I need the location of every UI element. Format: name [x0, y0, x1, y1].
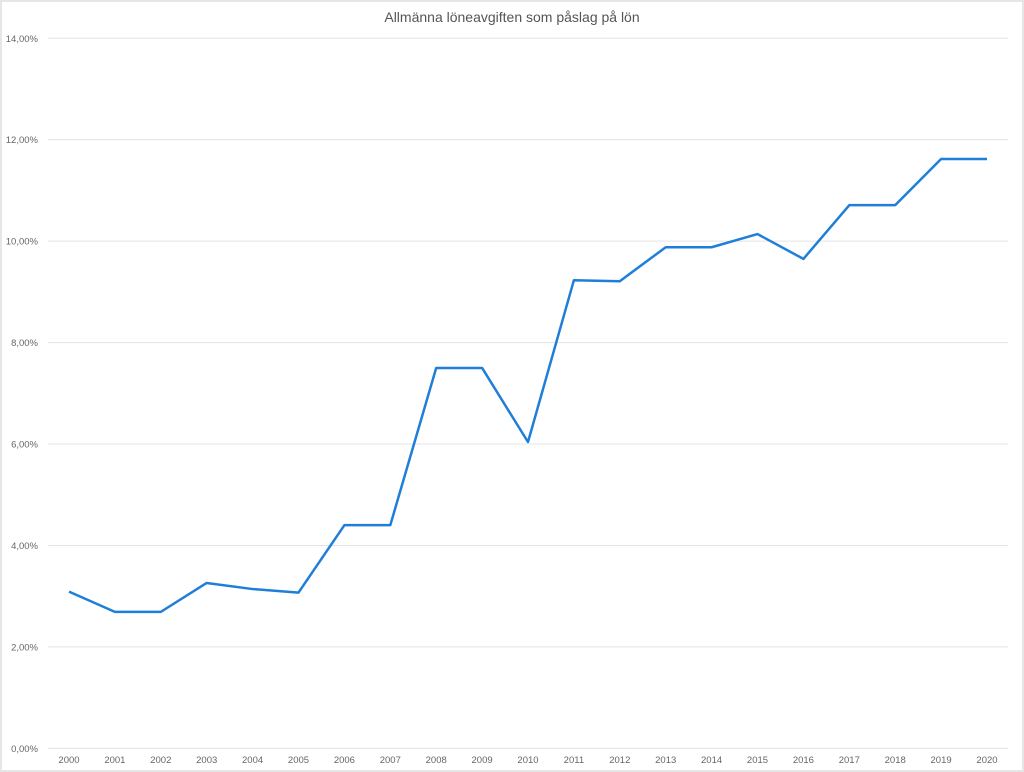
y-tick-label: 8,00%	[11, 338, 38, 349]
x-tick-label: 2017	[839, 755, 860, 766]
y-tick-label: 12,00%	[6, 135, 39, 146]
chart-title: Allmänna löneavgiften som påslag på lön	[384, 9, 639, 25]
y-tick-label: 10,00%	[6, 237, 39, 248]
y-tick-label: 6,00%	[11, 440, 38, 451]
y-tick-label: 14,00%	[6, 34, 39, 45]
x-tick-label: 2014	[701, 755, 722, 766]
series-line	[68, 157, 987, 614]
x-tick-label: 2005	[288, 755, 309, 766]
x-tick-label: 2008	[426, 755, 447, 766]
x-tick-label: 2013	[655, 755, 676, 766]
x-tick-label: 2018	[885, 755, 906, 766]
x-tick-label: 2012	[609, 755, 630, 766]
x-tick-label: 2011	[564, 755, 584, 766]
x-tick-label: 2002	[150, 755, 171, 766]
x-tick-label: 2000	[58, 755, 79, 766]
x-tick-label: 2001	[104, 755, 125, 766]
x-tick-label: 2007	[380, 755, 401, 766]
x-tick-label: 2009	[472, 755, 493, 766]
x-tick-label: 2003	[196, 755, 217, 766]
x-tick-label: 2006	[334, 755, 355, 766]
x-tick-label: 2010	[517, 755, 538, 766]
x-tick-label: 2015	[747, 755, 768, 766]
y-tick-label: 4,00%	[11, 541, 38, 552]
x-tick-label: 2020	[976, 755, 997, 766]
y-tick-label: 0,00%	[11, 744, 38, 755]
x-tick-label: 2004	[242, 755, 263, 766]
x-tick-label: 2019	[931, 755, 952, 766]
y-tick-label: 2,00%	[11, 642, 38, 653]
x-tick-label: 2016	[793, 755, 814, 766]
